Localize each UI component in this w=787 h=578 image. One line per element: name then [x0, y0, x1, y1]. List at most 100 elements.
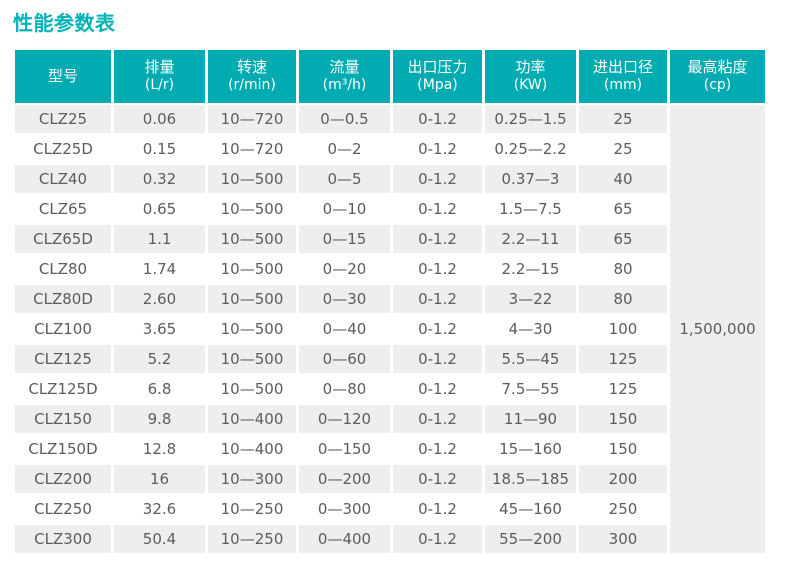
cell-speed: 10—500: [205, 343, 299, 375]
col-header-unit: (KW): [513, 77, 548, 94]
cell-flow: 0—10: [296, 193, 393, 225]
cell-displacement: 0.65: [111, 193, 208, 225]
col-header-displacement: 排量 (L/r): [111, 48, 208, 105]
cell-model: CLZ65: [12, 193, 114, 225]
cell-max-viscosity-merged: 1,500,000: [667, 103, 768, 555]
cell-power: 55—200: [482, 523, 579, 555]
cell-speed: 10—250: [205, 493, 299, 525]
col-header-flow: 流量 (m³/h): [296, 48, 393, 105]
cell-port-diameter: 80: [576, 283, 670, 315]
col-header-port-diameter: 进出口径 (mm): [576, 48, 670, 105]
cell-model: CLZ80D: [12, 283, 114, 315]
cell-power: 7.5—55: [482, 373, 579, 405]
cell-model: CLZ100: [12, 313, 114, 345]
cell-port-diameter: 300: [576, 523, 670, 555]
cell-power: 3—22: [482, 283, 579, 315]
cell-power: 1.5—7.5: [482, 193, 579, 225]
cell-flow: 0—20: [296, 253, 393, 285]
cell-outlet-pressure: 0-1.2: [390, 373, 485, 405]
cell-displacement: 12.8: [111, 433, 208, 465]
cell-model: CLZ300: [12, 523, 114, 555]
cell-speed: 10—400: [205, 403, 299, 435]
cell-outlet-pressure: 0-1.2: [390, 103, 485, 135]
cell-speed: 10—300: [205, 463, 299, 495]
cell-port-diameter: 100: [576, 313, 670, 345]
cell-model: CLZ125D: [12, 373, 114, 405]
cell-port-diameter: 150: [576, 433, 670, 465]
table-row: CLZ100 3.65 10—500 0—40 0-1.2 4—30 100: [12, 313, 767, 345]
cell-displacement: 32.6: [111, 493, 208, 525]
cell-model: CLZ150D: [12, 433, 114, 465]
col-header-label: 功率: [515, 58, 546, 77]
cell-displacement: 0.15: [111, 133, 208, 165]
cell-displacement: 1.74: [111, 253, 208, 285]
cell-outlet-pressure: 0-1.2: [390, 433, 485, 465]
page-title: 性能参数表: [13, 11, 116, 35]
table-row: CLZ25D 0.15 10—720 0—2 0-1.2 0.25—2.2 25: [12, 133, 767, 165]
table-row: CLZ65 0.65 10—500 0—10 0-1.2 1.5—7.5 65: [12, 193, 767, 225]
cell-speed: 10—720: [205, 103, 299, 135]
cell-displacement: 1.1: [111, 223, 208, 255]
cell-speed: 10—500: [205, 253, 299, 285]
cell-outlet-pressure: 0-1.2: [390, 283, 485, 315]
cell-outlet-pressure: 0-1.2: [390, 253, 485, 285]
cell-port-diameter: 125: [576, 373, 670, 405]
col-header-max-viscosity: 最高粘度 (cp): [667, 48, 768, 105]
table-row: CLZ25 0.06 10—720 0—0.5 0-1.2 0.25—1.5 2…: [12, 103, 768, 555]
cell-flow: 0—40: [296, 313, 393, 345]
col-header-outlet-pressure: 出口压力 (Mpa): [390, 48, 485, 105]
table-body: CLZ25 0.06 10—720 0—0.5 0-1.2 0.25—1.5 2…: [12, 103, 768, 555]
table-row: CLZ80 1.74 10—500 0—20 0-1.2 2.2—15 80: [12, 253, 767, 285]
cell-model: CLZ250: [12, 493, 114, 525]
table-row: CLZ125D 6.8 10—500 0—80 0-1.2 7.5—55 125: [12, 373, 767, 405]
col-header-label: 流量: [329, 58, 360, 77]
col-header-unit: (m³/h): [322, 77, 367, 94]
cell-flow: 0—300: [296, 493, 393, 525]
cell-flow: 0—30: [296, 283, 393, 315]
col-header-speed: 转速 (r/min): [205, 48, 299, 105]
cell-port-diameter: 150: [576, 403, 670, 435]
col-header-label: 转速: [236, 58, 267, 77]
cell-model: CLZ150: [12, 403, 114, 435]
cell-outlet-pressure: 0-1.2: [390, 403, 485, 435]
table-row: CLZ80D 2.60 10—500 0—30 0-1.2 3—22 80: [12, 283, 767, 315]
cell-flow: 0—120: [296, 403, 393, 435]
cell-power: 5.5—45: [482, 343, 579, 375]
col-header-label: 最高粘度: [687, 58, 748, 77]
cell-port-diameter: 40: [576, 163, 670, 195]
cell-model: CLZ200: [12, 463, 114, 495]
table-row: CLZ40 0.32 10—500 0—5 0-1.2 0.37—3 40: [12, 163, 767, 195]
header-row: 型号 排量 (L/r) 转速 (r/min) 流量 (m³/h) 出口压力 (Mpa) …: [12, 48, 768, 105]
cell-displacement: 6.8: [111, 373, 208, 405]
cell-speed: 10—720: [205, 133, 299, 165]
table-row: CLZ300 50.4 10—250 0—400 0-1.2 55—200 30…: [12, 523, 767, 555]
cell-port-diameter: 250: [576, 493, 670, 525]
cell-outlet-pressure: 0-1.2: [390, 493, 485, 525]
cell-power: 45—160: [482, 493, 579, 525]
cell-speed: 10—500: [205, 193, 299, 225]
col-header-unit: (Mpa): [417, 77, 458, 94]
cell-flow: 0—15: [296, 223, 393, 255]
col-header-label: 进出口径: [592, 58, 653, 77]
cell-power: 11—90: [482, 403, 579, 435]
table-row: CLZ125 5.2 10—500 0—60 0-1.2 5.5—45 125: [12, 343, 767, 375]
cell-port-diameter: 65: [576, 223, 670, 255]
cell-power: 2.2—11: [482, 223, 579, 255]
cell-model: CLZ80: [12, 253, 114, 285]
table-row: CLZ200 16 10—300 0—200 0-1.2 18.5—185 20…: [12, 463, 767, 495]
cell-model: CLZ25D: [12, 133, 114, 165]
cell-power: 2.2—15: [482, 253, 579, 285]
cell-displacement: 50.4: [111, 523, 208, 555]
cell-flow: 0—200: [296, 463, 393, 495]
cell-port-diameter: 200: [576, 463, 670, 495]
cell-displacement: 2.60: [111, 283, 208, 315]
cell-outlet-pressure: 0-1.2: [390, 133, 485, 165]
col-header-label: 排量: [144, 58, 175, 77]
cell-speed: 10—500: [205, 283, 299, 315]
cell-outlet-pressure: 0-1.2: [390, 193, 485, 225]
col-header-label: 型号: [47, 67, 78, 86]
cell-power: 0.37—3: [482, 163, 579, 195]
cell-flow: 0—2: [296, 133, 393, 165]
cell-outlet-pressure: 0-1.2: [390, 463, 485, 495]
cell-speed: 10—500: [205, 373, 299, 405]
